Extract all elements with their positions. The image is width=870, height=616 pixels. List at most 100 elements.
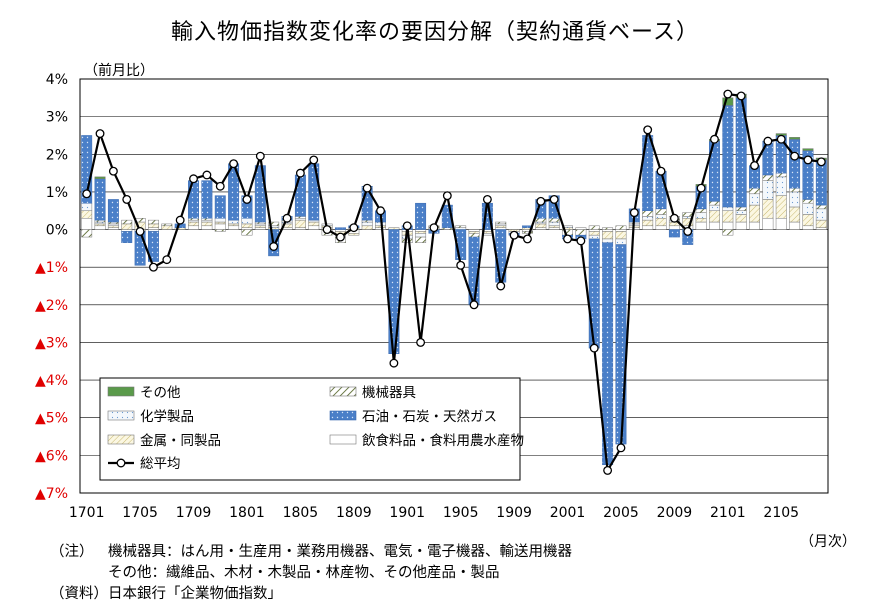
total-line-group bbox=[82, 89, 826, 475]
x-tick-label: 1905 bbox=[443, 505, 479, 521]
bar-metal bbox=[495, 225, 507, 228]
note-line-1: （注） 機械器具：はん用・生産用・業務用機器、電気・電子機器、輸送用機器 bbox=[50, 540, 572, 561]
bar-machinery bbox=[775, 172, 787, 178]
bar-food bbox=[695, 221, 707, 230]
total-point bbox=[402, 221, 412, 231]
legend-label: 総平均 bbox=[140, 456, 181, 472]
bar-chemical bbox=[655, 214, 667, 219]
bar-food bbox=[722, 221, 734, 230]
note-source: （資料）日本銀行「企業物価指数」 bbox=[50, 586, 282, 602]
bar-food bbox=[294, 227, 306, 230]
legend-swatch bbox=[107, 386, 135, 397]
bar-machinery bbox=[121, 219, 133, 225]
bar-machinery bbox=[94, 219, 106, 223]
bar-food bbox=[642, 225, 654, 230]
bar-chemical bbox=[615, 238, 627, 245]
bar-machinery bbox=[575, 229, 587, 236]
bar-machinery bbox=[722, 229, 734, 236]
y-tick-label: ▲1% bbox=[35, 260, 68, 276]
bar-machinery bbox=[241, 229, 253, 236]
bar-machinery bbox=[81, 229, 93, 238]
y-tick-label: 3% bbox=[46, 110, 68, 126]
bar-chemical bbox=[107, 223, 119, 227]
total-point bbox=[336, 232, 345, 242]
bar-other bbox=[789, 137, 801, 140]
legend-label: 機械器具 bbox=[362, 385, 416, 401]
bar-machinery bbox=[642, 210, 654, 217]
legend-label: 化学製品 bbox=[140, 409, 194, 425]
bar-machinery bbox=[201, 218, 213, 221]
bar-chemical bbox=[815, 208, 827, 221]
bar-machinery bbox=[361, 219, 373, 223]
total-point bbox=[162, 255, 172, 265]
bar-food bbox=[495, 227, 507, 230]
bar-food bbox=[94, 225, 106, 230]
bar-machinery bbox=[107, 221, 119, 225]
bar-energy bbox=[615, 244, 627, 445]
bar-metal bbox=[214, 221, 226, 225]
total-point bbox=[482, 194, 492, 204]
bar-metal bbox=[535, 223, 547, 228]
bar-chemical bbox=[201, 219, 213, 223]
bar-metal bbox=[722, 210, 734, 223]
y-unit-label: （前月比） bbox=[84, 63, 154, 79]
bar-energy bbox=[588, 238, 600, 349]
bar-chemical bbox=[308, 219, 320, 223]
bar-energy bbox=[214, 195, 226, 219]
y-tick-labels: 4% 3% 2% 1% 0% ▲1% ▲2% ▲3% ▲4% ▲5% ▲6% ▲7% bbox=[35, 72, 68, 502]
bar-metal bbox=[308, 221, 320, 227]
bar-chemical bbox=[709, 204, 720, 211]
total-point bbox=[376, 206, 385, 216]
bar-machinery bbox=[401, 238, 413, 243]
total-point bbox=[362, 183, 372, 193]
total-point bbox=[750, 161, 759, 171]
bar-machinery bbox=[468, 233, 480, 238]
total-point bbox=[429, 223, 439, 233]
bar-metal bbox=[148, 223, 159, 228]
legend-swatch bbox=[329, 410, 357, 421]
bar-energy bbox=[121, 231, 133, 243]
bar-energy bbox=[335, 227, 346, 230]
total-point bbox=[509, 230, 519, 240]
bar-chemical bbox=[535, 221, 547, 225]
x-tick-label: 2001 bbox=[550, 505, 586, 521]
total-point bbox=[255, 151, 265, 161]
bar-chemical bbox=[762, 180, 774, 200]
bar-machinery bbox=[455, 225, 467, 228]
note-machinery-head: 機械器具： bbox=[108, 544, 181, 560]
bar-machinery bbox=[655, 208, 667, 215]
bar-energy bbox=[722, 105, 734, 208]
legend-total-marker bbox=[116, 458, 126, 468]
total-point bbox=[202, 170, 212, 180]
bar-food bbox=[602, 229, 614, 232]
total-point bbox=[309, 155, 319, 165]
bar-energy bbox=[789, 138, 801, 189]
x-tick-label: 1801 bbox=[229, 505, 265, 521]
bar-metal bbox=[655, 218, 667, 227]
total-point bbox=[816, 157, 826, 167]
bar-machinery bbox=[522, 231, 533, 234]
y-tick-label: ▲5% bbox=[35, 411, 68, 427]
bar-chemical bbox=[94, 221, 106, 225]
total-point bbox=[589, 343, 599, 353]
bar-metal bbox=[548, 225, 560, 228]
total-point bbox=[82, 189, 92, 199]
total-point bbox=[696, 183, 706, 193]
bar-food bbox=[375, 227, 386, 230]
bar-food bbox=[668, 225, 680, 230]
bar-machinery bbox=[268, 221, 280, 227]
bar-metal bbox=[735, 214, 747, 223]
bar-food bbox=[188, 225, 199, 230]
bar-food bbox=[775, 218, 787, 230]
bar-machinery bbox=[495, 221, 507, 225]
legend-box bbox=[99, 377, 521, 481]
total-point bbox=[389, 358, 399, 368]
bar-food bbox=[735, 221, 747, 230]
total-point bbox=[549, 194, 559, 204]
bar-metal bbox=[642, 219, 654, 227]
total-point bbox=[669, 213, 679, 223]
bar-food bbox=[254, 227, 266, 230]
total-point bbox=[776, 134, 786, 144]
